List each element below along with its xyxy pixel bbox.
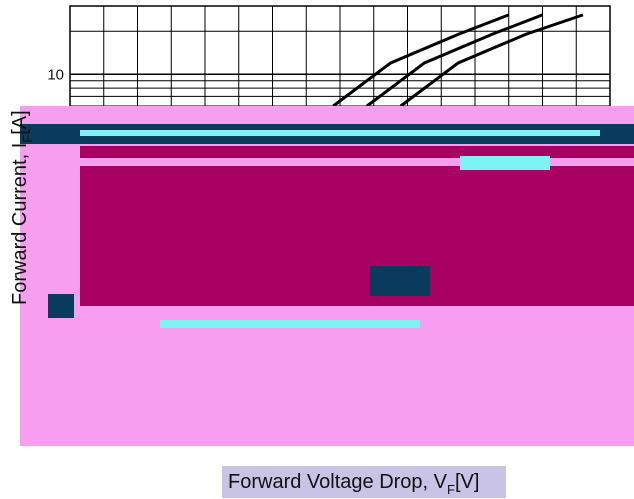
series-line-3 xyxy=(399,13,584,108)
y-tick-label: 10 xyxy=(47,66,64,83)
series-line-1 xyxy=(332,13,510,108)
x-label-background xyxy=(222,466,506,498)
curves xyxy=(332,13,584,108)
image-artifact-overlay xyxy=(20,106,634,446)
x-axis-label: Forward Voltage Drop, VF[V] xyxy=(228,471,479,497)
y-axis-label: Forward Current, IF[A] xyxy=(9,110,35,305)
series-line-2 xyxy=(366,13,544,108)
y-ticks: 10 xyxy=(47,66,64,83)
